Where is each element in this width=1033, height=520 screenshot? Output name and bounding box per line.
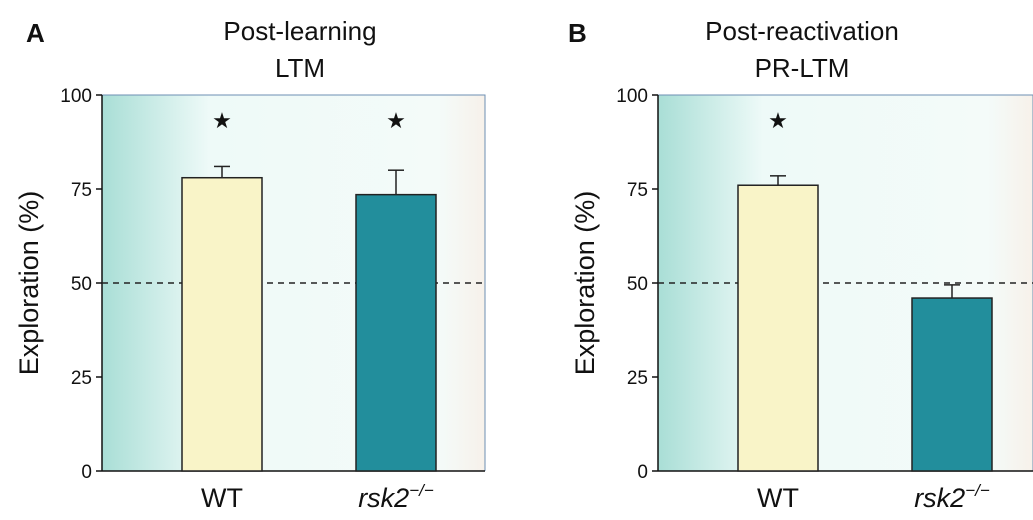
chart-panel-b: B Post-reactivation PR-LTM 0 25 50 75 100 Explor… [556,0,1033,515]
category-label-superscript: −/− [965,481,990,500]
significance-star: ★ [386,108,406,133]
category-label: rsk2−/− [914,481,990,513]
y-axis-label: Exploration (%) [14,191,44,376]
panel-letter: B [568,18,587,48]
y-tick-label: 100 [60,86,92,107]
y-tick-label: 25 [71,368,92,389]
category-label-superscript: −/− [409,481,434,500]
y-axis-label: Exploration (%) [570,191,600,376]
chart-title: Post-learning [223,16,376,46]
y-tick-label: 75 [71,180,92,201]
chart-subtitle: LTM [275,53,325,83]
chart-a-svg: A Post-learning LTM 0 25 50 75 100 Exploration (… [14,16,486,513]
category-label: WT [201,483,243,513]
y-tick-label: 50 [71,274,92,295]
chart-title: Post-reactivation [705,16,899,46]
category-label-text: rsk2 [358,483,409,513]
chart-b-svg: B Post-reactivation PR-LTM 0 25 50 75 100 Explor… [568,16,1033,513]
significance-star: ★ [212,108,232,133]
category-label: WT [757,483,799,513]
panel-letter: A [26,18,45,48]
category-label-text: WT [757,483,799,513]
category-label-text: rsk2 [914,483,965,513]
y-tick-label: 100 [616,86,648,107]
chart-subtitle: PR-LTM [755,53,850,83]
y-tick-label: 25 [627,368,648,389]
y-tick-label: 0 [81,462,92,483]
bar-rsk2 [355,193,437,472]
bar-wt [181,176,263,472]
bar-wt [737,184,819,472]
plot-border [102,94,486,471]
significance-star: ★ [768,108,788,133]
y-tick-label: 75 [627,180,648,201]
category-label-text: WT [201,483,243,513]
plot-border [658,94,1033,471]
chart-panel-a: A Post-learning LTM 0 25 50 75 100 Exploration (… [0,0,500,515]
y-tick-label: 50 [627,274,648,295]
bar-rsk2 [911,297,993,472]
y-tick-label: 0 [637,462,648,483]
category-label: rsk2−/− [358,481,434,513]
